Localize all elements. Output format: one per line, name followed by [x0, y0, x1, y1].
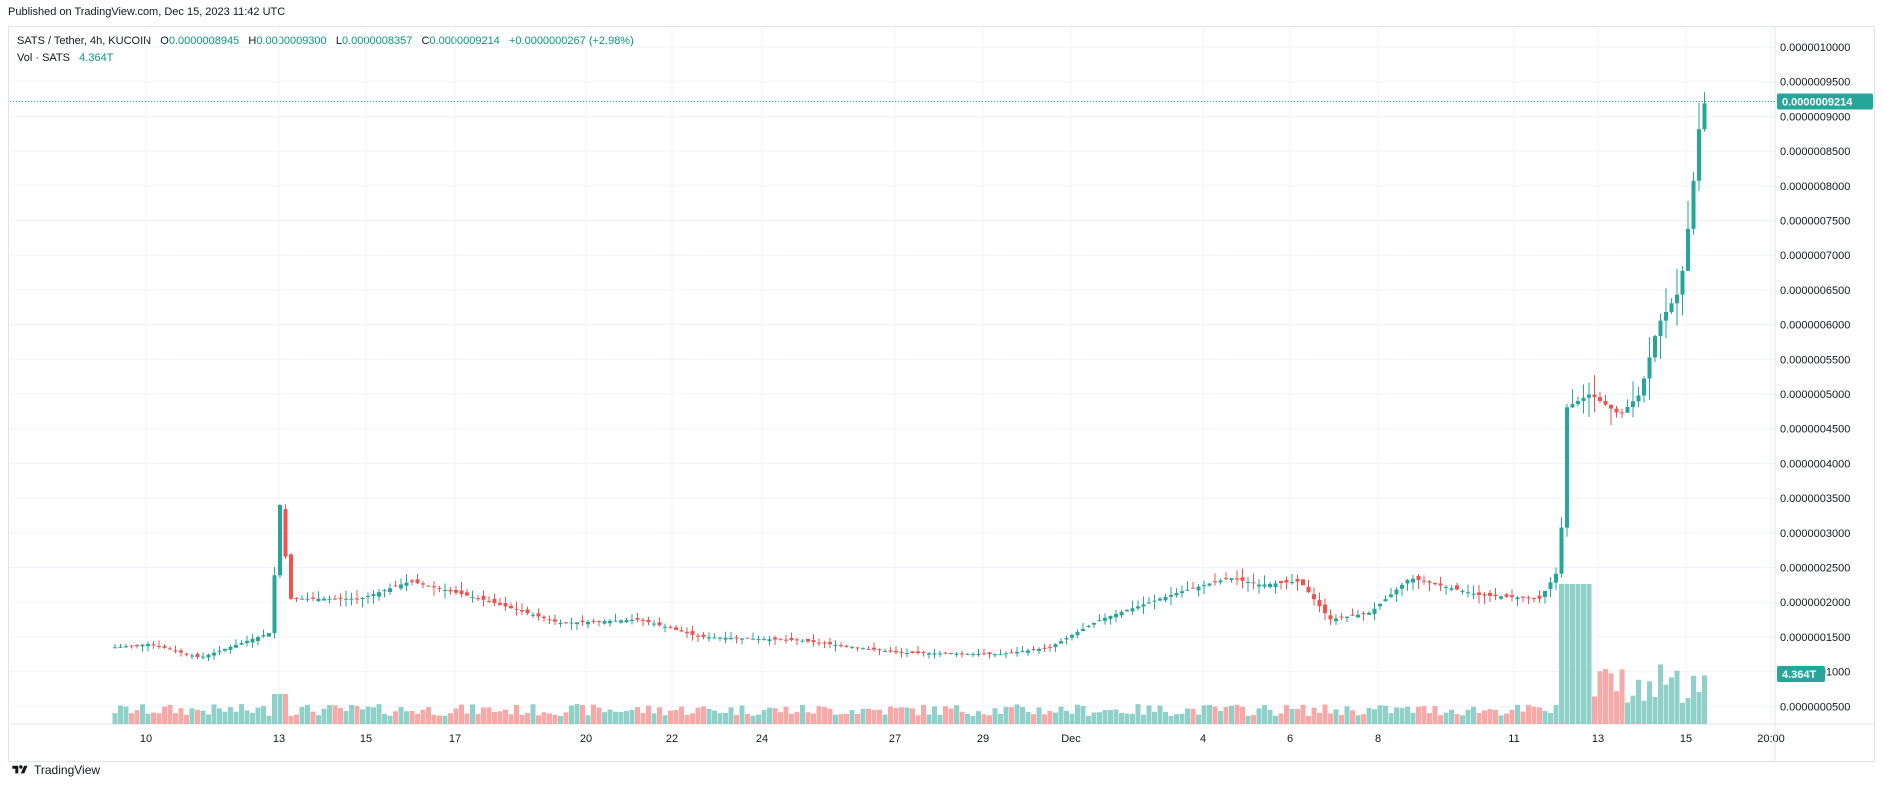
low-value: 0.0000008357 — [341, 35, 413, 47]
open-value: 0.0000008945 — [168, 35, 240, 47]
published-note: Published on TradingView.com, Dec 15, 20… — [8, 6, 286, 18]
tradingview-logo-icon — [12, 765, 28, 774]
ohlc-legend: SATS / Tether, 4h, KUCOIN O0.0000008945 … — [17, 35, 634, 47]
close-value: 0.0000009214 — [429, 35, 500, 47]
volume-legend: Vol · SATS 4.364T — [17, 52, 113, 64]
chart-frame — [8, 26, 1875, 762]
footer-brand[interactable]: TradingView — [10, 763, 100, 777]
change-value: +0.0000000267 (+2.98%) — [508, 35, 634, 47]
high-value: 0.0000009300 — [256, 35, 327, 47]
brand-name: TradingView — [34, 763, 101, 777]
volume-label[interactable]: Vol · SATS — [17, 52, 70, 64]
symbol-label[interactable]: SATS / Tether, 4h, KUCOIN — [17, 35, 152, 47]
volume-value: 4.364T — [79, 52, 114, 64]
low-label: L — [335, 35, 342, 47]
open-label: O — [160, 35, 169, 47]
high-label: H — [248, 35, 257, 47]
close-label: C — [421, 35, 430, 47]
